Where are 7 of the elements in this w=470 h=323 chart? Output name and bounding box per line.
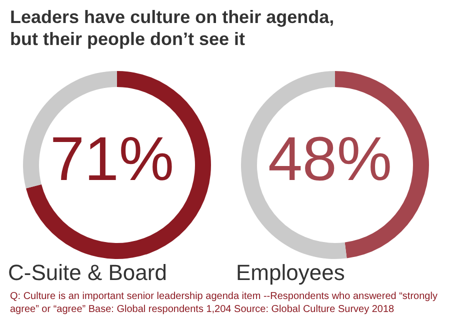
text: C-Suite & Board: [8, 260, 167, 286]
donut-slice: [26, 71, 211, 259]
text: 71%: [48, 124, 176, 196]
text: 48%: [266, 124, 394, 196]
text: Q: Culture is an important senior leadership agenda item --Respondents who answered “strongly agree” or “agree” Base: Global respondents 1,204 Source: Global Culture Survey 2018: [10, 290, 438, 316]
chart-title: Leaders have culture on their agenda, but their people don’t see it: [10, 6, 336, 50]
text: Employees: [236, 260, 345, 286]
